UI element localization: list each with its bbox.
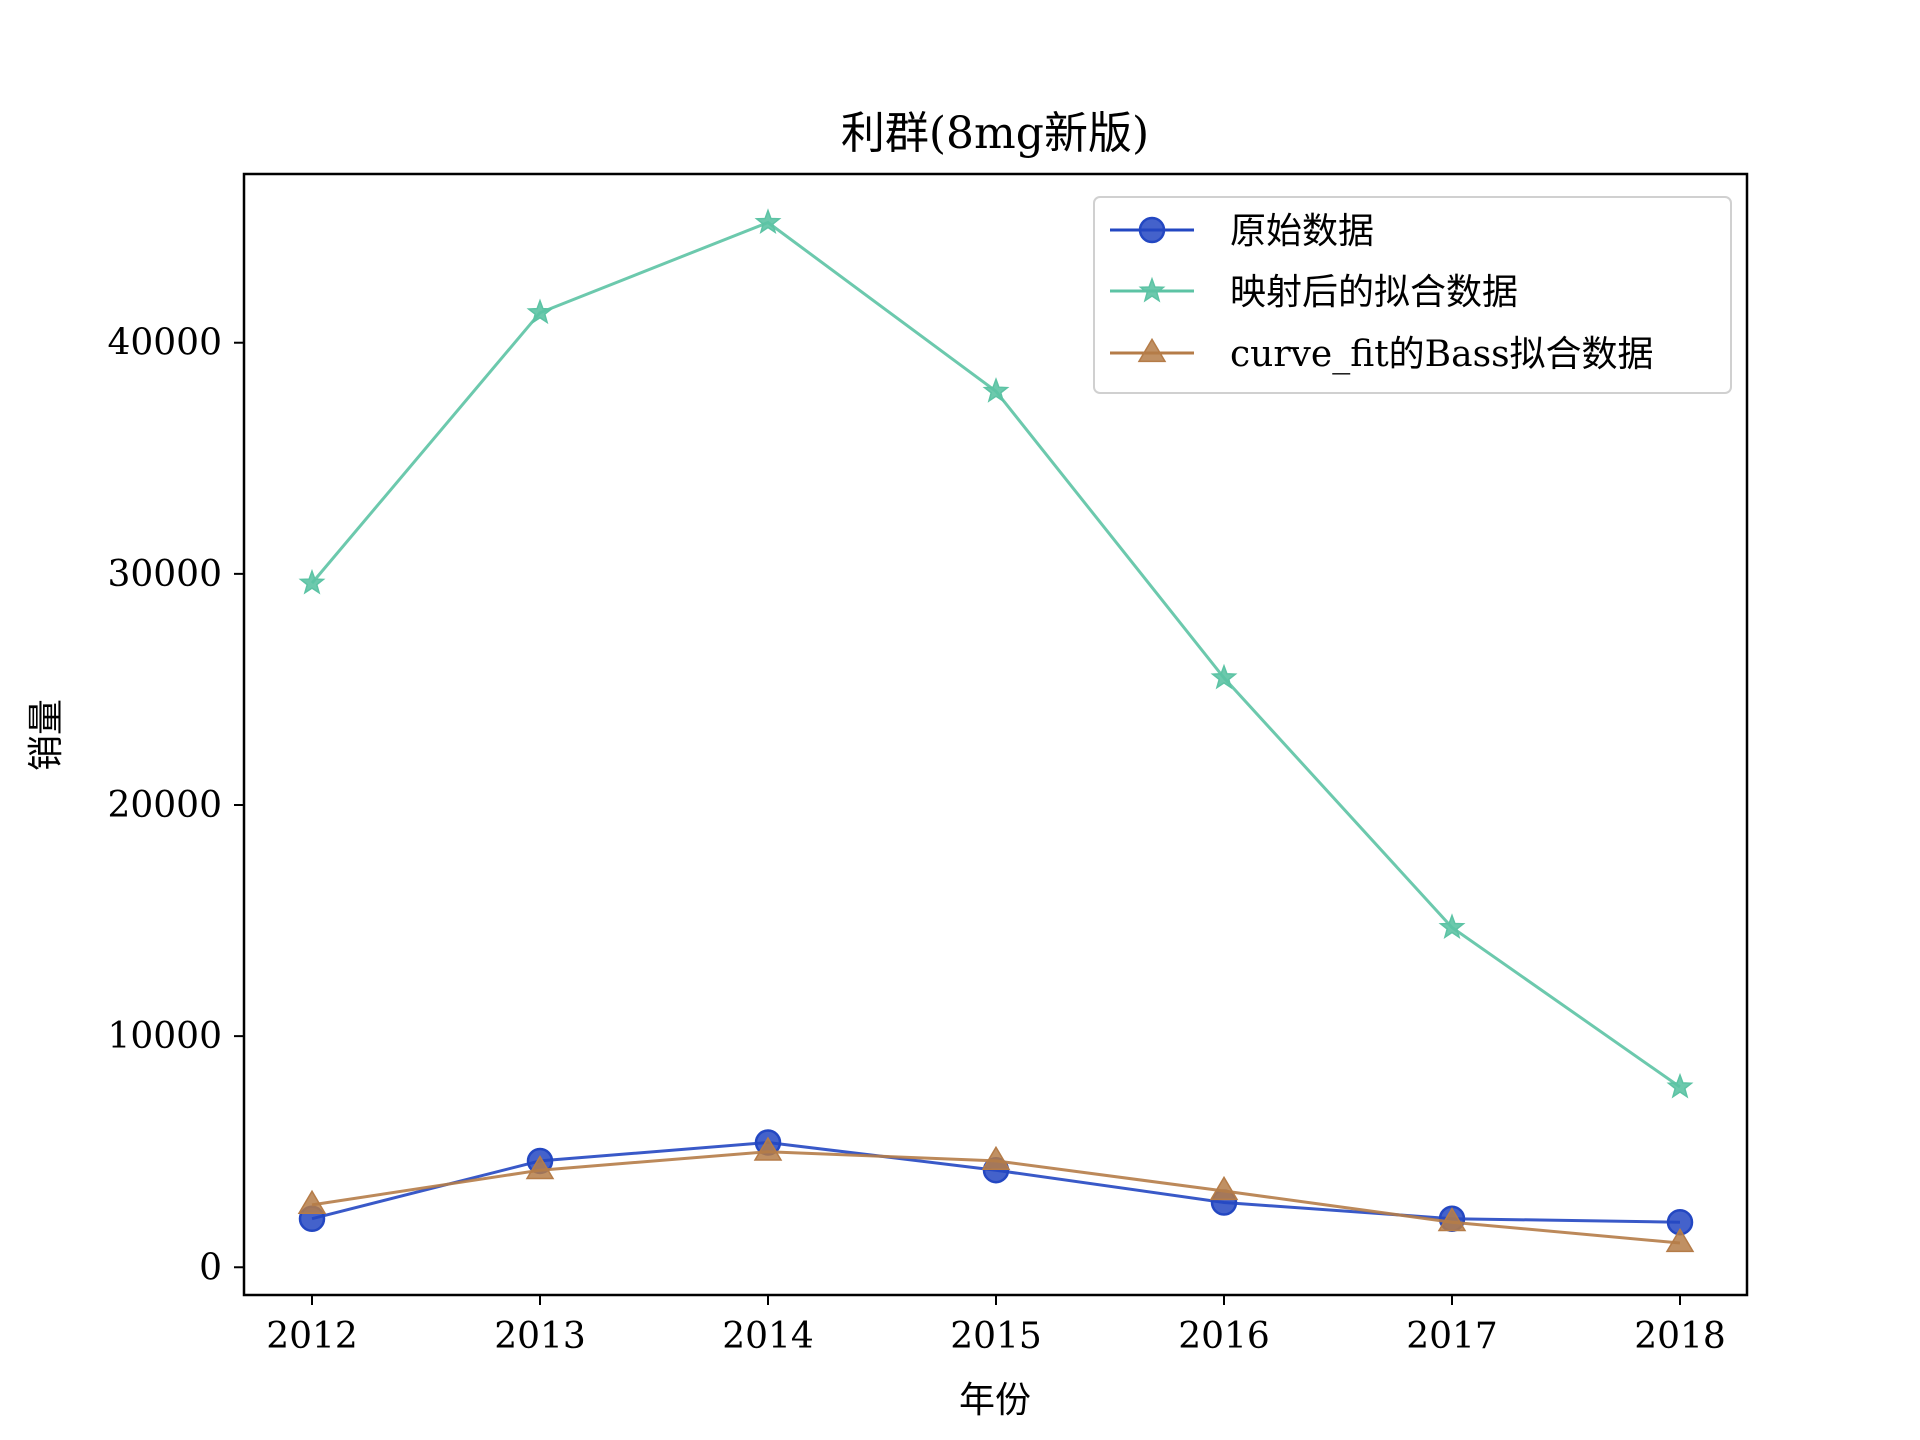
data-point bbox=[754, 208, 782, 234]
legend-label: 映射后的拟合数据 bbox=[1230, 272, 1518, 313]
data-point bbox=[753, 1136, 783, 1161]
y-tick-label: 10000 bbox=[107, 1016, 222, 1057]
y-tick-label: 20000 bbox=[107, 785, 222, 826]
data-point bbox=[1666, 1072, 1694, 1099]
x-tick-label: 2018 bbox=[1634, 1316, 1726, 1357]
x-tick-label: 2014 bbox=[722, 1316, 814, 1357]
data-point bbox=[982, 377, 1010, 403]
legend-marker bbox=[1138, 216, 1166, 244]
series-3 bbox=[297, 1136, 1695, 1253]
data-point bbox=[1210, 663, 1238, 690]
legend-box bbox=[1093, 196, 1732, 394]
x-tick-label: 2013 bbox=[494, 1316, 586, 1357]
x-tick-label: 2015 bbox=[950, 1316, 1042, 1357]
data-point bbox=[1665, 1227, 1695, 1253]
x-tick-label: 2012 bbox=[266, 1316, 358, 1357]
x-tick-label: 2016 bbox=[1178, 1316, 1270, 1357]
legend-label: 原始数据 bbox=[1230, 211, 1374, 252]
data-point bbox=[1437, 1207, 1467, 1232]
y-tick-label: 40000 bbox=[107, 323, 222, 364]
series-2 bbox=[298, 208, 1694, 1099]
y-tick-label: 30000 bbox=[107, 554, 222, 595]
data-point bbox=[525, 1155, 555, 1180]
y-axis-label: 销量 bbox=[26, 699, 67, 771]
data-point bbox=[298, 568, 326, 595]
legend-marker bbox=[1138, 276, 1166, 303]
legend-marker bbox=[1137, 337, 1167, 363]
legend-item: 原始数据 bbox=[1110, 211, 1374, 252]
plot-area bbox=[297, 208, 1695, 1253]
data-point bbox=[1438, 913, 1466, 939]
data-point bbox=[1209, 1175, 1239, 1201]
x-axis: 2012 2013 2014 2015 2016 2017 2018 bbox=[266, 1295, 1726, 1357]
x-tick-label: 2017 bbox=[1406, 1316, 1498, 1357]
y-tick-label: 0 bbox=[199, 1247, 222, 1288]
legend-item: curve_fit的Bass拟合数据 bbox=[1110, 334, 1654, 375]
data-point bbox=[981, 1145, 1011, 1171]
legend-label: curve_fit的Bass拟合数据 bbox=[1230, 334, 1654, 375]
chart-title: 利群(8mg新版) bbox=[841, 108, 1149, 159]
data-point bbox=[526, 298, 554, 325]
x-axis-label: 年份 bbox=[959, 1380, 1031, 1421]
legend-item: 映射后的拟合数据 bbox=[1110, 272, 1518, 313]
data-point bbox=[297, 1189, 327, 1214]
y-axis: 0 10000 20000 30000 40000 bbox=[107, 323, 244, 1288]
